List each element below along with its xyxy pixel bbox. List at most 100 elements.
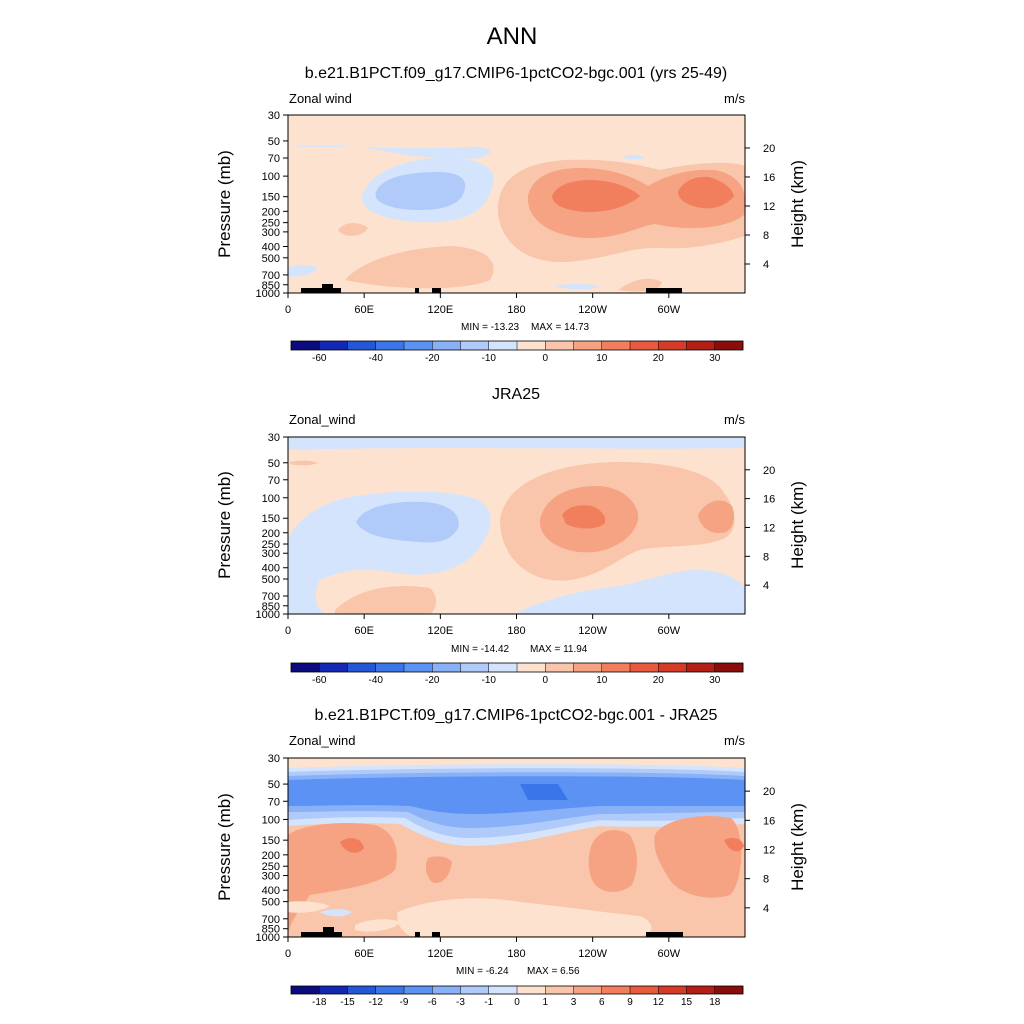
colorbar-label: 0 [542,353,548,364]
colorbar-swatch [432,986,461,994]
panel-1-ylabel: Pressure (mb) [215,150,234,258]
height-tick-label: 16 [763,494,775,506]
colorbar-label: -10 [482,675,497,686]
panel-1-easterly-spot [622,154,644,160]
panel-2-westerly-spot [290,460,318,466]
colorbar-swatch [460,663,490,672]
x-tick-label: 0 [285,625,291,637]
colorbar-swatch [686,341,716,350]
colorbar-label: -60 [312,353,327,364]
colorbar-label: -3 [456,997,465,1008]
panel-1-surface-easterly-west [288,265,318,277]
y-tick-label: 400 [262,563,280,575]
colorbar-label: 10 [596,675,608,686]
height-tick-label: 12 [763,844,775,856]
colorbar-label: 30 [709,353,721,364]
panel-3-positive-region-east [588,830,637,892]
panel-2-low-level-westerly [335,586,437,614]
panel-3: b.e21.B1PCT.f09_g17.CMIP6-1pctCO2-bgc.00… [215,707,807,1008]
y-tick-label: 1000 [256,932,280,944]
colorbar-label: 0 [542,675,548,686]
height-tick-label: 20 [763,465,775,477]
figure-title: ANN [487,23,538,50]
colorbar-label: 12 [653,997,665,1008]
colorbar-swatch [517,663,546,672]
colorbar-label: -40 [369,353,384,364]
colorbar-swatch [630,986,659,994]
y-tick-label: 250 [262,539,280,551]
panel-3-positive-spot [425,856,452,884]
height-tick-label: 16 [763,172,775,184]
panel-1-topography [301,284,682,293]
y-tick-label: 30 [268,110,280,122]
colorbar-swatch [601,341,631,350]
colorbar-label: 1 [542,997,548,1008]
colorbar-label: -6 [428,997,437,1008]
panel-1-easterly-core [375,172,466,210]
y-tick-label: 500 [262,574,280,586]
panel-3-negative-spot-lower [320,909,352,917]
panel-2-min-label: MIN = -14.42 [451,644,510,655]
y-tick-label: 70 [268,475,280,487]
panel-2-ylabel: Pressure (mb) [215,471,234,579]
x-tick-label: 60E [354,625,374,637]
panel-3-positive-max-east [724,838,744,852]
colorbar-swatch [488,663,518,672]
panel-2-easterly-band-upper [288,437,745,450]
x-tick-label: 0 [285,304,291,316]
colorbar-swatch [375,986,405,994]
y-tick-label: 50 [268,458,280,470]
colorbar-swatch [347,663,377,672]
colorbar-label: 6 [599,997,605,1008]
y-tick-label: 400 [262,241,280,253]
y-tick-label: 1000 [256,288,280,300]
x-tick-label: 60W [658,625,681,637]
panel-3-positive-region-west [288,823,397,936]
colorbar-frame [290,340,744,351]
panel-1-westerly-spot [338,223,368,236]
panel-1-jet-max-east [678,176,734,209]
colorbar-swatch [714,341,744,350]
y-tick-label: 250 [262,861,280,873]
colorbar-label: 10 [596,353,608,364]
y-tick-label: 100 [262,493,280,505]
y-tick-label: 700 [262,914,280,926]
colorbar-label: 0 [514,997,520,1008]
panel-2-jet-core-east [698,500,734,534]
panel-3-ylabel-right: Height (km) [788,803,807,891]
panel-3-ylabel: Pressure (mb) [215,793,234,901]
colorbar-swatch [404,663,433,672]
y-tick-label: 500 [262,253,280,265]
colorbar-swatch [432,663,461,672]
panel-1-title: b.e21.B1PCT.f09_g17.CMIP6-1pctCO2-bgc.00… [305,65,727,82]
colorbar-swatch [517,341,546,350]
colorbar-swatch [573,986,603,994]
panel-3-min-label: MIN = -6.24 [456,966,509,977]
colorbar-label: -10 [482,353,497,364]
y-tick-label: 200 [262,206,280,218]
colorbar-label: -9 [400,997,409,1008]
y-tick-label: 700 [262,270,280,282]
y-tick-label: 100 [262,814,280,826]
colorbar-swatch [686,663,716,672]
y-tick-label: 300 [262,548,280,560]
panel-2-units-label: m/s [724,412,745,427]
x-tick-label: 180 [507,625,525,637]
colorbar-swatch [375,663,405,672]
colorbar-label: 30 [709,675,721,686]
colorbar-label: -18 [312,997,327,1008]
panel-2-contour-field [288,437,745,614]
panel-1-max-label: MAX = 14.73 [531,322,590,333]
y-tick-label: 200 [262,850,280,862]
y-tick-label: 70 [268,796,280,808]
colorbar-swatch [319,986,348,994]
panel-3-max-label: MAX = 6.56 [527,966,580,977]
height-tick-label: 8 [763,551,769,563]
panel-2: JRA25 Zonal_wind m/s 3050701001502002503… [215,386,807,686]
y-tick-label: 250 [262,218,280,230]
panel-3-axes: 3050701001502002503004005007008501000481… [256,753,776,960]
y-tick-label: 70 [268,153,280,165]
colorbar-label: -20 [425,675,440,686]
y-tick-label: 100 [262,171,280,183]
colorbar-swatch [319,341,348,350]
